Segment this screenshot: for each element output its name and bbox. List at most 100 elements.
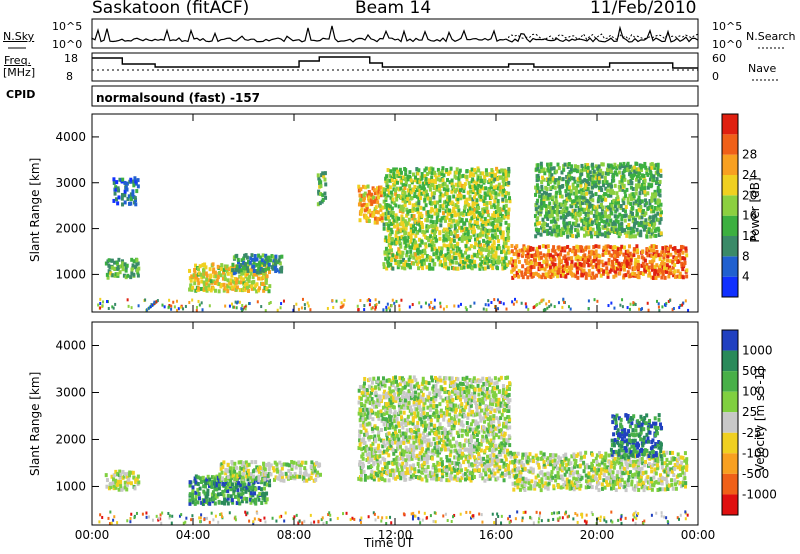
echo-cell	[645, 250, 649, 255]
echo-cell	[555, 207, 559, 212]
echo-cell	[203, 484, 207, 489]
echo-cell	[384, 465, 388, 470]
echo-cell	[217, 500, 221, 505]
echo-cell	[476, 166, 480, 171]
echo-cell	[398, 252, 402, 257]
echo-cell	[252, 286, 256, 291]
echo-cell	[607, 230, 611, 235]
echo-cell	[524, 510, 527, 514]
echo-cell	[585, 230, 589, 235]
echo-cell	[547, 204, 551, 209]
echo-cell	[383, 383, 387, 388]
echo-cell	[276, 308, 279, 312]
echo-cell	[528, 261, 532, 266]
echo-cell	[650, 183, 654, 188]
echo-cell	[221, 276, 225, 281]
echo-cell	[534, 222, 538, 227]
echo-cell	[494, 254, 498, 259]
echo-cell	[269, 472, 273, 477]
echo-cell	[450, 200, 454, 205]
echo-cell	[437, 171, 441, 176]
echo-cell	[495, 205, 499, 210]
echo-cell	[419, 389, 423, 394]
echo-cell	[384, 176, 388, 181]
echo-cell	[422, 461, 426, 466]
echo-cell	[607, 222, 611, 227]
echo-cell	[496, 512, 499, 516]
echo-cell	[502, 189, 506, 194]
echo-cell	[133, 196, 137, 201]
echo-cell	[388, 244, 392, 249]
echo-cell	[637, 275, 641, 280]
echo-cell	[460, 265, 464, 270]
echo-cell	[594, 175, 598, 180]
echo-cell	[508, 514, 511, 518]
echo-cell	[191, 298, 194, 302]
echo-cell	[109, 510, 112, 514]
echo-cell	[250, 498, 254, 503]
echo-cell	[423, 439, 427, 444]
echo-cell	[534, 192, 538, 197]
echo-cell	[387, 393, 391, 398]
echo-cell	[369, 213, 373, 218]
echo-cell	[412, 444, 416, 449]
echo-cell	[403, 177, 407, 182]
echo-cell	[114, 485, 118, 490]
echo-cell	[303, 519, 306, 523]
echo-cell	[233, 280, 237, 285]
echo-cell	[378, 300, 381, 304]
echo-cell	[668, 265, 672, 270]
echo-cell	[274, 475, 278, 480]
echo-cell	[540, 193, 544, 198]
echo-cell	[368, 303, 371, 307]
echo-cell	[400, 298, 403, 302]
echo-cell	[403, 199, 407, 204]
echo-cell	[419, 521, 422, 525]
echo-cell	[462, 184, 466, 189]
echo-cell	[383, 461, 387, 466]
echo-cell	[613, 253, 617, 258]
echo-cell	[199, 479, 203, 484]
echo-cell	[427, 397, 431, 402]
echo-cell	[485, 235, 489, 240]
echo-cell	[298, 474, 302, 479]
echo-cell	[578, 176, 582, 181]
echo-cell	[542, 195, 546, 200]
echo-cell	[630, 181, 634, 186]
echo-cell	[405, 461, 409, 466]
echo-cell	[365, 407, 369, 412]
echo-cell	[449, 201, 453, 206]
echo-cell	[576, 200, 580, 205]
echo-cell	[240, 463, 244, 468]
echo-cell	[416, 207, 420, 212]
echo-cell	[357, 446, 361, 451]
echo-cell	[386, 228, 390, 233]
echo-cell	[551, 262, 555, 267]
echo-cell	[358, 433, 362, 438]
echo-cell	[476, 233, 480, 238]
echo-cell	[498, 169, 502, 174]
echo-cell	[681, 303, 684, 307]
echo-cell	[394, 375, 398, 380]
echo-cell	[275, 466, 279, 471]
echo-cell	[480, 184, 484, 189]
echo-cell	[634, 510, 637, 514]
echo-cell	[282, 299, 285, 303]
echo-cell	[382, 412, 386, 417]
echo-cell	[488, 239, 492, 244]
echo-cell	[587, 299, 590, 303]
echo-cell	[595, 214, 599, 219]
echo-cell	[287, 463, 291, 468]
echo-cell	[117, 257, 121, 262]
echo-cell	[363, 477, 367, 482]
echo-cell	[620, 226, 624, 231]
echo-cell	[213, 501, 217, 506]
echo-cell	[430, 242, 434, 247]
echo-cell	[385, 174, 389, 179]
echo-cell	[382, 308, 385, 312]
echo-cell	[427, 425, 431, 430]
echo-cell	[421, 386, 425, 391]
echo-cell	[235, 285, 239, 290]
echo-cell	[655, 263, 659, 268]
echo-cell	[601, 171, 605, 176]
